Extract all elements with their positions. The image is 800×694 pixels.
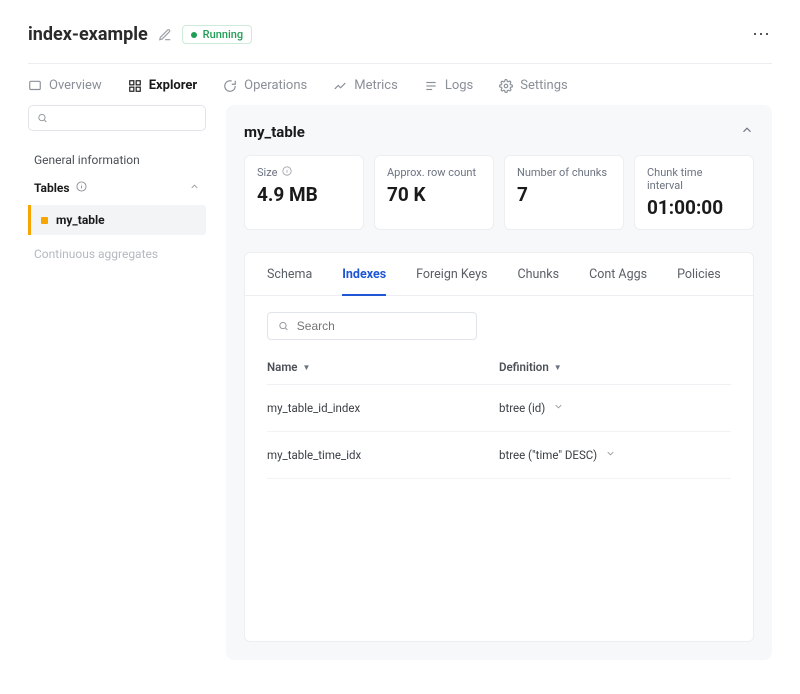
- tab-operations[interactable]: Operations: [223, 78, 307, 93]
- col-definition[interactable]: Definition ▼: [499, 360, 731, 374]
- main-panel: my_table Size 4.9 MB Approx. row count 7…: [226, 105, 772, 660]
- collapse-icon[interactable]: [740, 123, 754, 141]
- sidebar-item-cont-aggs[interactable]: Continuous aggregates: [28, 235, 206, 273]
- sidebar-search[interactable]: [28, 105, 206, 131]
- table-row[interactable]: my_table_id_index btree (id): [267, 385, 731, 432]
- nav-tabs: Overview Explorer Operations Metrics Log…: [28, 64, 772, 105]
- sidebar-group-tables[interactable]: Tables: [28, 177, 206, 199]
- page-title: index-example: [28, 24, 148, 45]
- card-tab-caggs[interactable]: Cont Aggs: [589, 267, 647, 295]
- edit-icon[interactable]: [158, 28, 172, 42]
- table-icon: [41, 217, 48, 224]
- indexes-table: Name ▼ Definition ▼ my_table_id_index: [267, 360, 731, 479]
- search-icon: [37, 112, 48, 124]
- detail-card: Schema Indexes Foreign Keys Chunks Cont …: [244, 252, 754, 642]
- stat-size: Size 4.9 MB: [244, 155, 364, 230]
- card-tab-schema[interactable]: Schema: [267, 267, 312, 295]
- info-icon: [282, 166, 292, 179]
- card-tab-indexes[interactable]: Indexes: [342, 267, 386, 296]
- table-row[interactable]: my_table_time_idx btree ("time" DESC): [267, 432, 731, 479]
- more-icon[interactable]: ⋯: [752, 24, 772, 45]
- stats-row: Size 4.9 MB Approx. row count 70 K Numbe…: [244, 155, 754, 230]
- tab-settings[interactable]: Settings: [499, 78, 567, 93]
- card-tab-policies[interactable]: Policies: [677, 267, 721, 295]
- sidebar-item-general[interactable]: General information: [28, 149, 206, 177]
- stat-interval: Chunk time interval 01:00:00: [634, 155, 754, 230]
- card-tabs: Schema Indexes Foreign Keys Chunks Cont …: [245, 253, 753, 296]
- chevron-down-icon[interactable]: [605, 448, 616, 462]
- tab-metrics[interactable]: Metrics: [333, 78, 398, 93]
- info-icon: [76, 181, 87, 195]
- tab-overview[interactable]: Overview: [28, 78, 102, 93]
- col-name[interactable]: Name ▼: [267, 360, 499, 374]
- sidebar-item-my-table[interactable]: my_table: [28, 205, 206, 235]
- tab-logs[interactable]: Logs: [424, 78, 473, 93]
- page-header: index-example Running ⋯: [28, 24, 772, 64]
- stat-rowcount: Approx. row count 70 K: [374, 155, 494, 230]
- tab-explorer[interactable]: Explorer: [128, 78, 197, 93]
- table-heading: my_table: [244, 123, 305, 141]
- sort-icon: ▼: [303, 363, 311, 372]
- index-search[interactable]: [267, 312, 477, 340]
- chevron-down-icon[interactable]: [553, 401, 564, 415]
- card-tab-chunks[interactable]: Chunks: [517, 267, 559, 295]
- sidebar-search-input[interactable]: [54, 111, 197, 125]
- chevron-up-icon: [189, 181, 200, 195]
- sort-icon: ▼: [554, 363, 562, 372]
- card-tab-fkeys[interactable]: Foreign Keys: [416, 267, 487, 295]
- status-badge: Running: [182, 25, 252, 44]
- sidebar: General information Tables my_table: [28, 105, 206, 660]
- status-label: Running: [203, 28, 243, 41]
- stat-chunks: Number of chunks 7: [504, 155, 624, 230]
- search-icon: [278, 320, 289, 332]
- index-search-input[interactable]: [297, 319, 466, 333]
